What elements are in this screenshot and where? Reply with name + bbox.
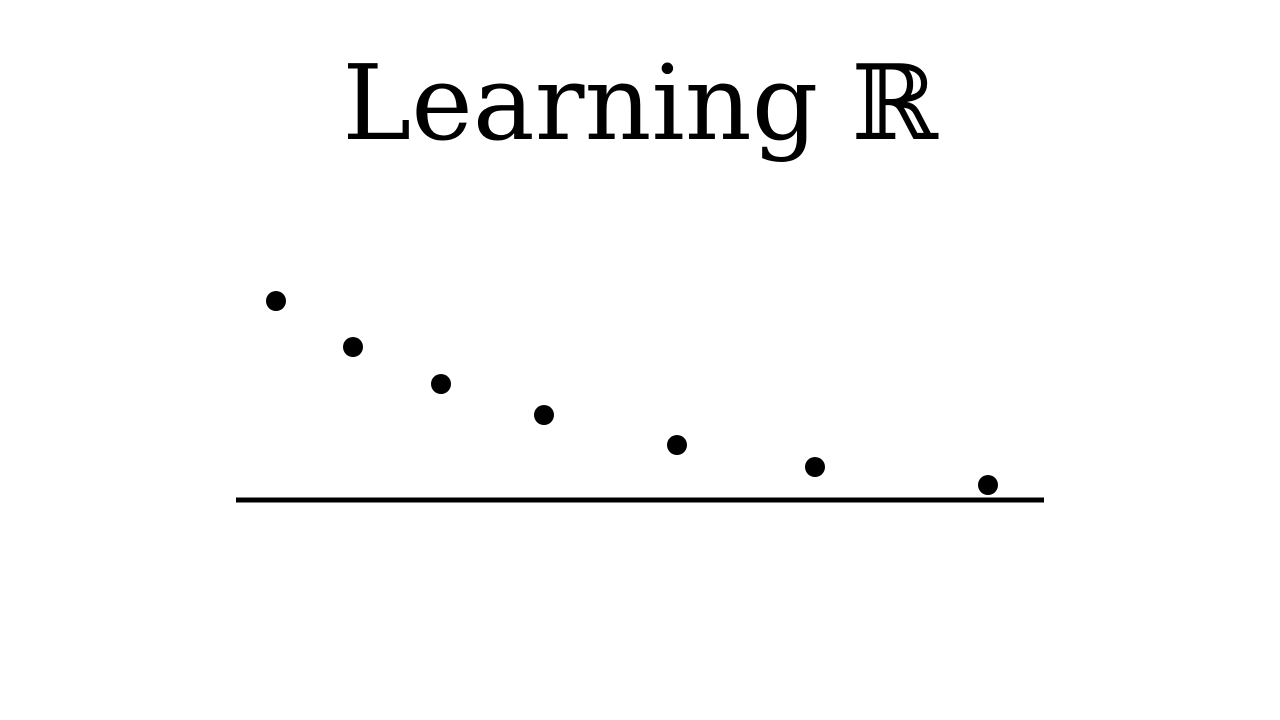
- point-4: [534, 405, 554, 425]
- point-3: [431, 374, 451, 394]
- point-1: [266, 291, 286, 311]
- slide-title: Learning ℝ: [342, 42, 938, 164]
- point-2: [343, 337, 363, 357]
- points-group: [266, 291, 998, 495]
- point-7: [978, 475, 998, 495]
- point-6: [805, 457, 825, 477]
- point-5: [667, 435, 687, 455]
